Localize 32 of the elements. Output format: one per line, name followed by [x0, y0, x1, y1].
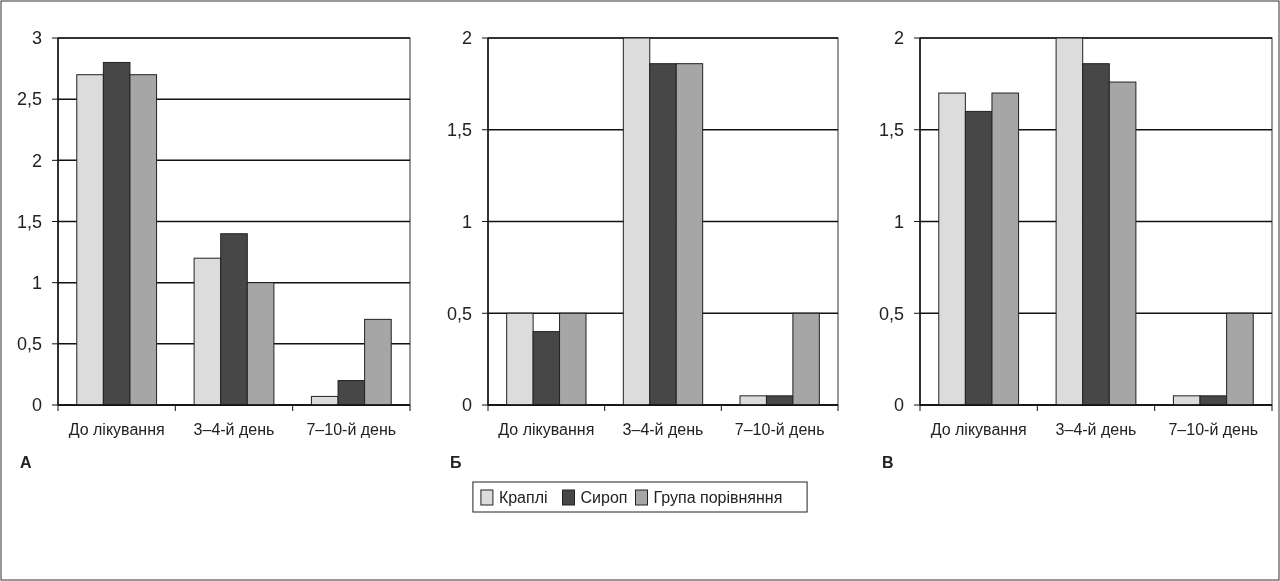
- y-tick-label: 1: [461, 211, 472, 232]
- y-tick-label: 0: [461, 395, 472, 416]
- x-tick-label: До лікування: [930, 421, 1027, 438]
- x-tick-label: 3–4-й день: [1055, 421, 1137, 438]
- y-tick-label: 2: [461, 28, 472, 49]
- y-tick-label: 2: [31, 150, 42, 171]
- x-tick-label: 7–10-й день: [734, 421, 825, 438]
- y-tick-label: 2: [893, 28, 904, 49]
- legend-label: Сироп: [580, 489, 628, 506]
- y-tick-label: 0,5: [16, 334, 42, 355]
- text: Б: [450, 454, 462, 471]
- x-tick-label: 7–10-й день: [1168, 421, 1259, 438]
- y-tick-label: 0,5: [878, 303, 904, 324]
- legend-label: Група порівняння: [653, 489, 783, 506]
- text: В: [882, 454, 894, 471]
- y-tick-label: 1: [31, 272, 42, 293]
- legend-label: Краплі: [498, 489, 548, 506]
- x-tick-label: 7–10-й день: [306, 421, 397, 438]
- x-tick-label: До лікування: [498, 421, 595, 438]
- text: А: [20, 454, 32, 471]
- y-tick-label: 1,5: [878, 120, 904, 141]
- y-tick-label: 0: [31, 395, 42, 416]
- x-tick-label: До лікування: [68, 421, 165, 438]
- y-tick-label: 1,5: [446, 120, 472, 141]
- y-tick-label: 1: [893, 211, 904, 232]
- x-tick-label: 3–4-й день: [193, 421, 275, 438]
- x-tick-label: 3–4-й день: [622, 421, 704, 438]
- y-tick-label: 3: [31, 28, 42, 49]
- y-tick-label: 0: [893, 395, 904, 416]
- y-tick-label: 1,5: [16, 211, 42, 232]
- y-tick-label: 2,5: [16, 89, 42, 110]
- y-tick-label: 0,5: [446, 303, 472, 324]
